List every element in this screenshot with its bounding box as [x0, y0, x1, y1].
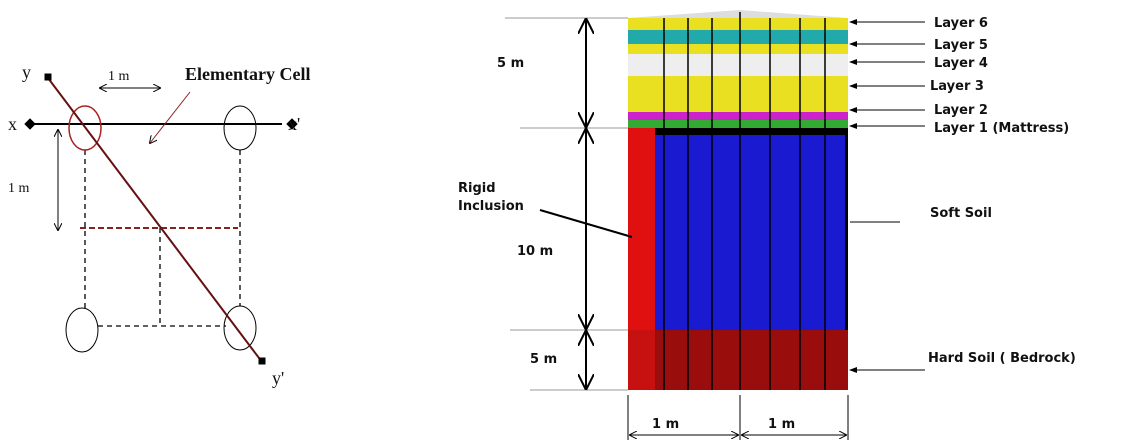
- label: x: [8, 114, 17, 134]
- soil-column: [628, 10, 848, 390]
- layer-label: Layer 3: [930, 79, 984, 94]
- inclusion-label: Rigid: [458, 181, 496, 196]
- label: x': [288, 114, 300, 134]
- layer-label: Layer 6: [934, 16, 988, 31]
- layer-label: Layer 4: [934, 56, 988, 71]
- label: 1 m: [8, 181, 30, 196]
- depth-label: 5 m: [530, 352, 557, 367]
- width-label: 1 m: [768, 417, 795, 432]
- layer-label: Layer 5: [934, 38, 988, 53]
- depth-label: 10 m: [517, 244, 553, 259]
- layer-label: Layer 1 (Mattress): [934, 121, 1069, 136]
- depth-label: 5 m: [497, 56, 524, 71]
- width-label: 1 m: [652, 417, 679, 432]
- label: Elementary Cell: [185, 64, 310, 84]
- label: 1 m: [108, 69, 130, 84]
- soil-label: Soft Soil: [930, 206, 992, 221]
- layer-label: Layer 2: [934, 103, 988, 118]
- inclusion-label: Inclusion: [458, 199, 524, 214]
- cell-diagram: [24, 73, 298, 365]
- soil-label: Hard Soil ( Bedrock): [928, 351, 1076, 366]
- label: y': [272, 368, 284, 388]
- label: y: [22, 62, 31, 82]
- dimensions: [505, 17, 925, 440]
